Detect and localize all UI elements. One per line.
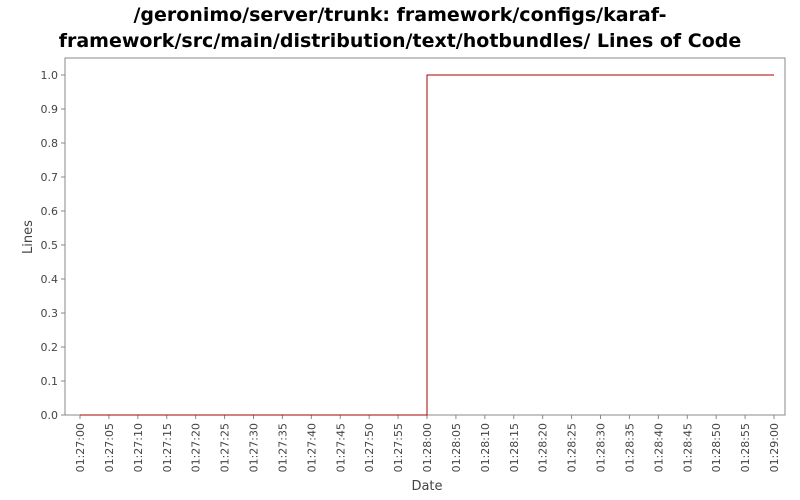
y-tick-label: 0.8 — [41, 137, 59, 150]
y-tick-label: 0.3 — [41, 307, 59, 320]
x-tick-label: 01:28:45 — [681, 423, 694, 472]
y-tick-label: 1.0 — [41, 69, 59, 82]
x-tick-label: 01:28:25 — [566, 423, 579, 472]
chart-title-line-2: framework/src/main/distribution/text/hot… — [58, 30, 742, 52]
x-tick-label: 01:27:55 — [392, 423, 405, 472]
x-tick-label: 01:28:30 — [595, 423, 608, 472]
y-tick-label: 0.1 — [41, 375, 59, 388]
x-tick-label: 01:27:40 — [305, 423, 318, 472]
x-tick-label: 01:28:20 — [537, 423, 550, 472]
x-tick-label: 01:27:45 — [334, 423, 347, 472]
plot-area — [64, 57, 786, 416]
chart-title-line-1: /geronimo/server/trunk: framework/config… — [133, 4, 667, 26]
y-axis-title: Lines — [21, 220, 36, 254]
x-tick-label: 01:27:50 — [363, 423, 376, 472]
x-tick-label: 01:28:40 — [652, 423, 665, 472]
y-tick-label: 0.6 — [41, 205, 59, 218]
y-tick-label: 0.7 — [41, 171, 59, 184]
x-axis-title: Date — [411, 479, 442, 494]
x-tick-label: 01:27:10 — [132, 423, 145, 472]
x-tick-label: 01:28:55 — [739, 423, 752, 472]
x-tick-label: 01:27:00 — [74, 423, 87, 472]
y-axis: 0.0 0.1 0.2 0.3 0.4 0.5 0.6 0.7 0.8 0.9 1.0 — [41, 69, 65, 422]
x-tick-label: 01:27:05 — [103, 423, 116, 472]
x-tick-label: 01:27:20 — [190, 423, 203, 472]
y-tick-label: 0.0 — [41, 409, 59, 422]
series-line-0 — [80, 74, 774, 416]
x-tick-label: 01:28:00 — [421, 423, 434, 472]
x-tick-label: 01:28:50 — [710, 423, 723, 472]
x-tick-label: 01:28:15 — [508, 423, 521, 472]
x-tick-label: 01:28:35 — [623, 423, 636, 472]
x-tick-label: 01:29:00 — [768, 423, 781, 472]
y-tick-label: 0.2 — [41, 341, 59, 354]
y-tick-label: 0.5 — [41, 239, 59, 252]
x-tick-label: 01:28:05 — [450, 423, 463, 472]
y-tick-label: 0.4 — [41, 273, 59, 286]
x-axis: 01:27:00 01:27:05 01:27:10 01:27:15 01:27:20… — [74, 415, 781, 472]
y-tick-label: 0.9 — [41, 103, 59, 116]
series-layer — [80, 74, 774, 416]
x-tick-label: 01:27:30 — [248, 423, 261, 472]
chart-title: /geronimo/server/trunk: framework/config… — [0, 2, 800, 54]
x-tick-label: 01:27:15 — [161, 423, 174, 472]
x-tick-label: 01:27:35 — [276, 423, 289, 472]
x-tick-label: 01:28:10 — [479, 423, 492, 472]
x-tick-label: 01:27:25 — [219, 423, 232, 472]
